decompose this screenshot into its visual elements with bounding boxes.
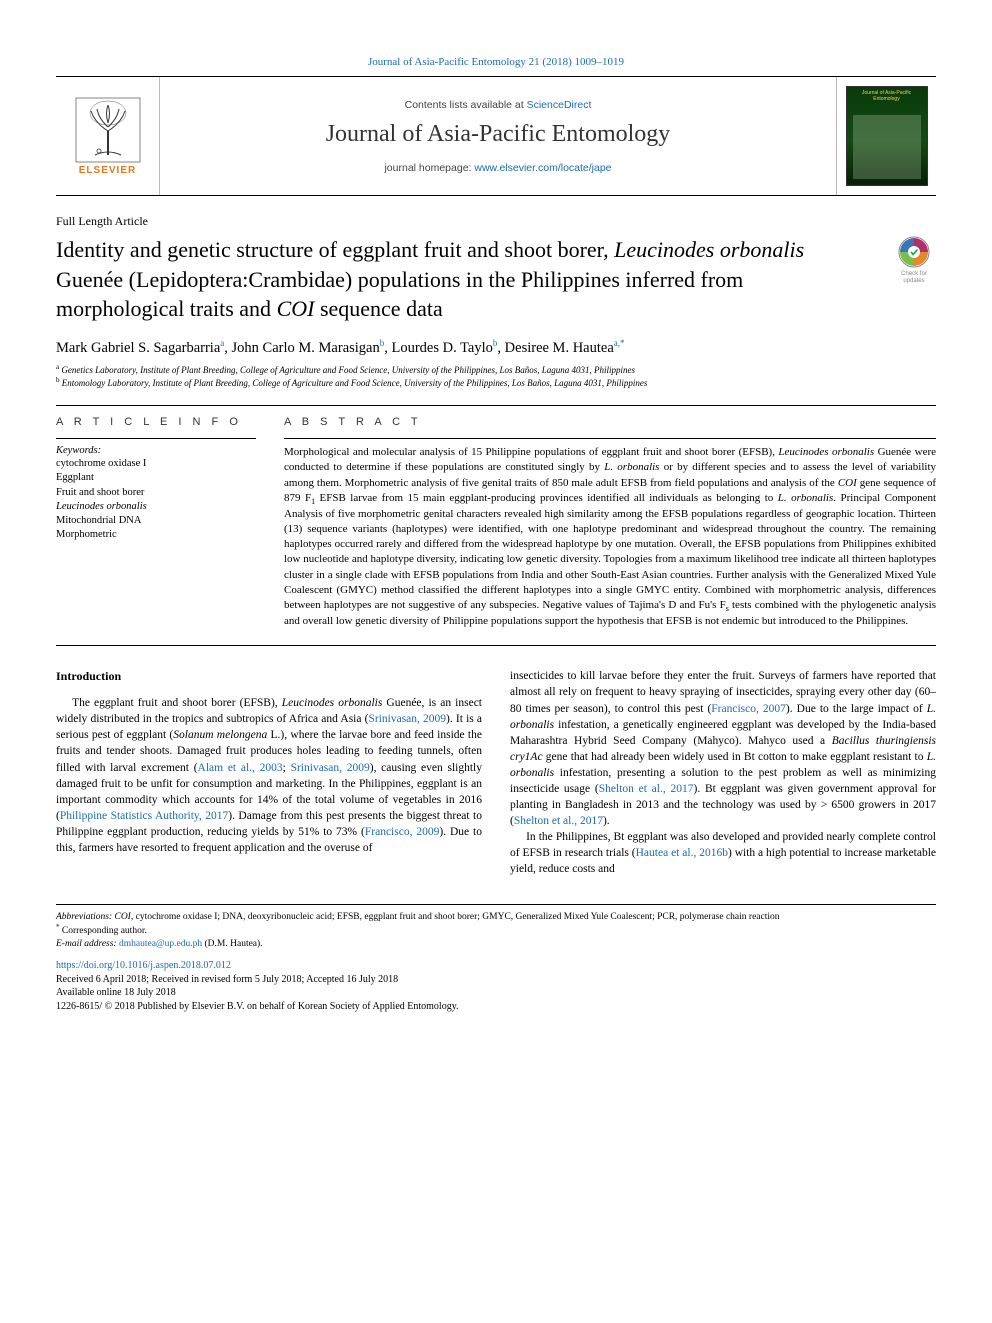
section-heading-introduction: Introduction (56, 668, 482, 685)
keyword-item: Mitochondrial DNA (56, 514, 256, 528)
article-type: Full Length Article (56, 214, 936, 229)
issn-line: 1226-8615/ © 2018 Published by Elsevier … (56, 1000, 936, 1014)
citation-link[interactable]: Francisco, 2009 (365, 826, 440, 838)
keyword-item: Fruit and shoot borer (56, 486, 256, 500)
article-info-head: A R T I C L E I N F O (56, 416, 256, 428)
publisher-logo-cell: ELSEVIER (56, 77, 160, 195)
email-note: E-mail address: dmhautea@up.edu.ph (D.M.… (56, 938, 936, 951)
doi-link[interactable]: https://doi.org/10.1016/j.aspen.2018.07.… (56, 960, 231, 971)
citation-link[interactable]: Alam et al., 2003 (198, 762, 283, 774)
running-head: Journal of Asia-Pacific Entomology 21 (2… (56, 56, 936, 68)
cover-cell: Journal of Asia-Pacific Entomology (836, 77, 936, 195)
intro-paragraph-1: The eggplant fruit and shoot borer (EFSB… (56, 695, 482, 856)
divider-2 (56, 645, 936, 646)
corresponding-author-note: * Corresponding author. (56, 923, 936, 938)
journal-cover-thumbnail: Journal of Asia-Pacific Entomology (846, 86, 928, 186)
keyword-item: Leucinodes orbonalis (56, 500, 256, 514)
journal-name: Journal of Asia-Pacific Entomology (326, 121, 671, 148)
keywords-list: cytochrome oxidase IEggplantFruit and sh… (56, 457, 256, 542)
elsevier-wordmark: ELSEVIER (79, 165, 136, 176)
citation-link[interactable]: Francisco, 2007 (711, 703, 786, 715)
running-head-link[interactable]: Journal of Asia-Pacific Entomology 21 (2… (368, 56, 624, 68)
citation-link[interactable]: Srinivasan, 2009 (291, 762, 370, 774)
online-line: Available online 18 July 2018 (56, 986, 936, 1000)
check-for-updates-badge[interactable]: Check for updates (892, 235, 936, 284)
elsevier-tree-icon (75, 97, 141, 163)
homepage-line: journal homepage: www.elsevier.com/locat… (384, 162, 611, 174)
citation-link[interactable]: Philippine Statistics Authority, 2017 (60, 810, 228, 822)
journal-homepage-link[interactable]: www.elsevier.com/locate/jape (474, 162, 611, 174)
sciencedirect-link[interactable]: ScienceDirect (527, 99, 592, 111)
keywords-label: Keywords: (56, 445, 256, 456)
article-title: Identity and genetic structure of eggpla… (56, 235, 876, 324)
keyword-item: Eggplant (56, 471, 256, 485)
abstract-text: Morphological and molecular analysis of … (284, 445, 936, 629)
affiliations: a Genetics Laboratory, Institute of Plan… (56, 363, 936, 389)
masthead-center: Contents lists available at ScienceDirec… (160, 77, 836, 195)
author-list: Mark Gabriel S. Sagarbarriaa, John Carlo… (56, 338, 936, 357)
footnotes: Abbreviations: COI, cytochrome oxidase I… (56, 904, 936, 952)
abbreviations-note: Abbreviations: COI, cytochrome oxidase I… (56, 911, 936, 924)
keyword-item: cytochrome oxidase I (56, 457, 256, 471)
cover-thumb-title: Journal of Asia-Pacific Entomology (847, 87, 927, 106)
citation-link[interactable]: Shelton et al., 2017 (514, 815, 603, 827)
keyword-item: Morphometric (56, 528, 256, 542)
citation-link[interactable]: Shelton et al., 2017 (599, 783, 694, 795)
intro-paragraph-2: In the Philippines, Bt eggplant was also… (510, 829, 936, 877)
masthead: ELSEVIER Contents lists available at Sci… (56, 76, 936, 196)
citation-link[interactable]: Srinivasan, 2009 (368, 713, 446, 725)
article-info-column: A R T I C L E I N F O Keywords: cytochro… (56, 416, 256, 629)
dates-line: Received 6 April 2018; Received in revis… (56, 973, 936, 987)
abstract-head: A B S T R A C T (284, 416, 936, 428)
divider (56, 405, 936, 406)
abstract-column: A B S T R A C T Morphological and molecu… (284, 416, 936, 629)
citation-link[interactable]: Hautea et al., 2016b (636, 847, 728, 859)
contents-line: Contents lists available at ScienceDirec… (405, 99, 592, 111)
doi-block: https://doi.org/10.1016/j.aspen.2018.07.… (56, 959, 936, 1013)
body-column-right: insecticides to kill larvae before they … (510, 668, 936, 877)
affil-link-a-corr[interactable]: a,* (614, 338, 625, 348)
body-column-left: Introduction The eggplant fruit and shoo… (56, 668, 482, 877)
corr-email-link[interactable]: dmhautea@up.edu.ph (119, 939, 202, 949)
intro-paragraph-1-cont: insecticides to kill larvae before they … (510, 668, 936, 829)
